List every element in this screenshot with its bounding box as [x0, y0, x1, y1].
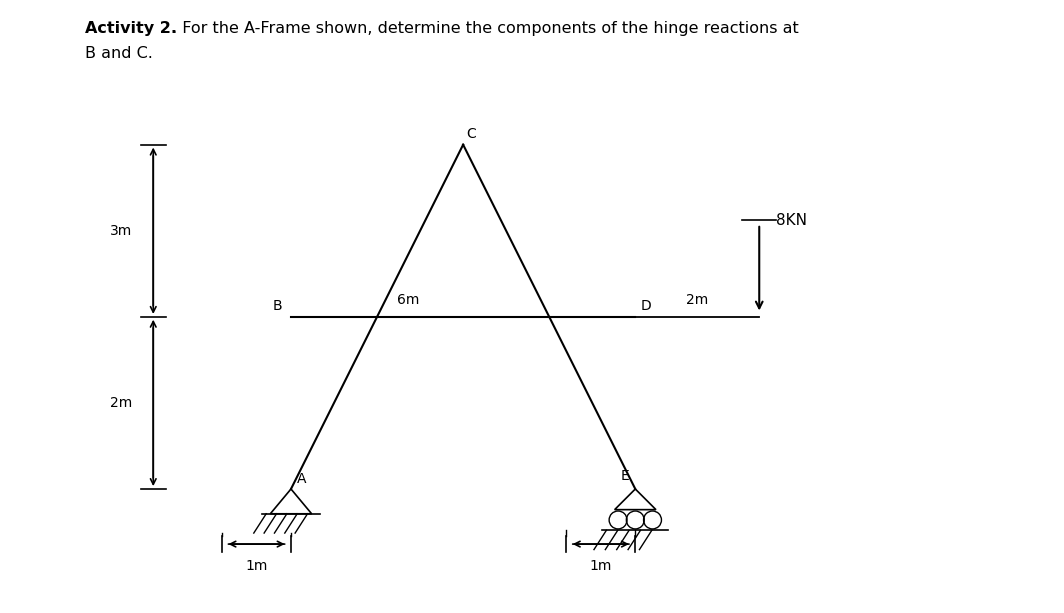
- Text: B: B: [273, 299, 283, 313]
- Text: 2m: 2m: [111, 396, 133, 410]
- Text: C: C: [467, 128, 477, 141]
- Text: 1m: 1m: [589, 559, 612, 573]
- Text: D: D: [641, 299, 651, 313]
- Text: B and C.: B and C.: [85, 46, 153, 61]
- Text: Activity 2.: Activity 2.: [85, 21, 177, 36]
- Text: 8KN: 8KN: [777, 213, 808, 228]
- Text: 2m: 2m: [686, 292, 709, 306]
- Text: . For the A-Frame shown, determine the components of the hinge reactions at: . For the A-Frame shown, determine the c…: [172, 21, 799, 36]
- Text: 6m: 6m: [397, 292, 419, 306]
- Text: 3m: 3m: [111, 224, 133, 238]
- Text: A: A: [297, 471, 306, 485]
- Text: E: E: [621, 470, 630, 484]
- Text: 1m: 1m: [246, 559, 268, 573]
